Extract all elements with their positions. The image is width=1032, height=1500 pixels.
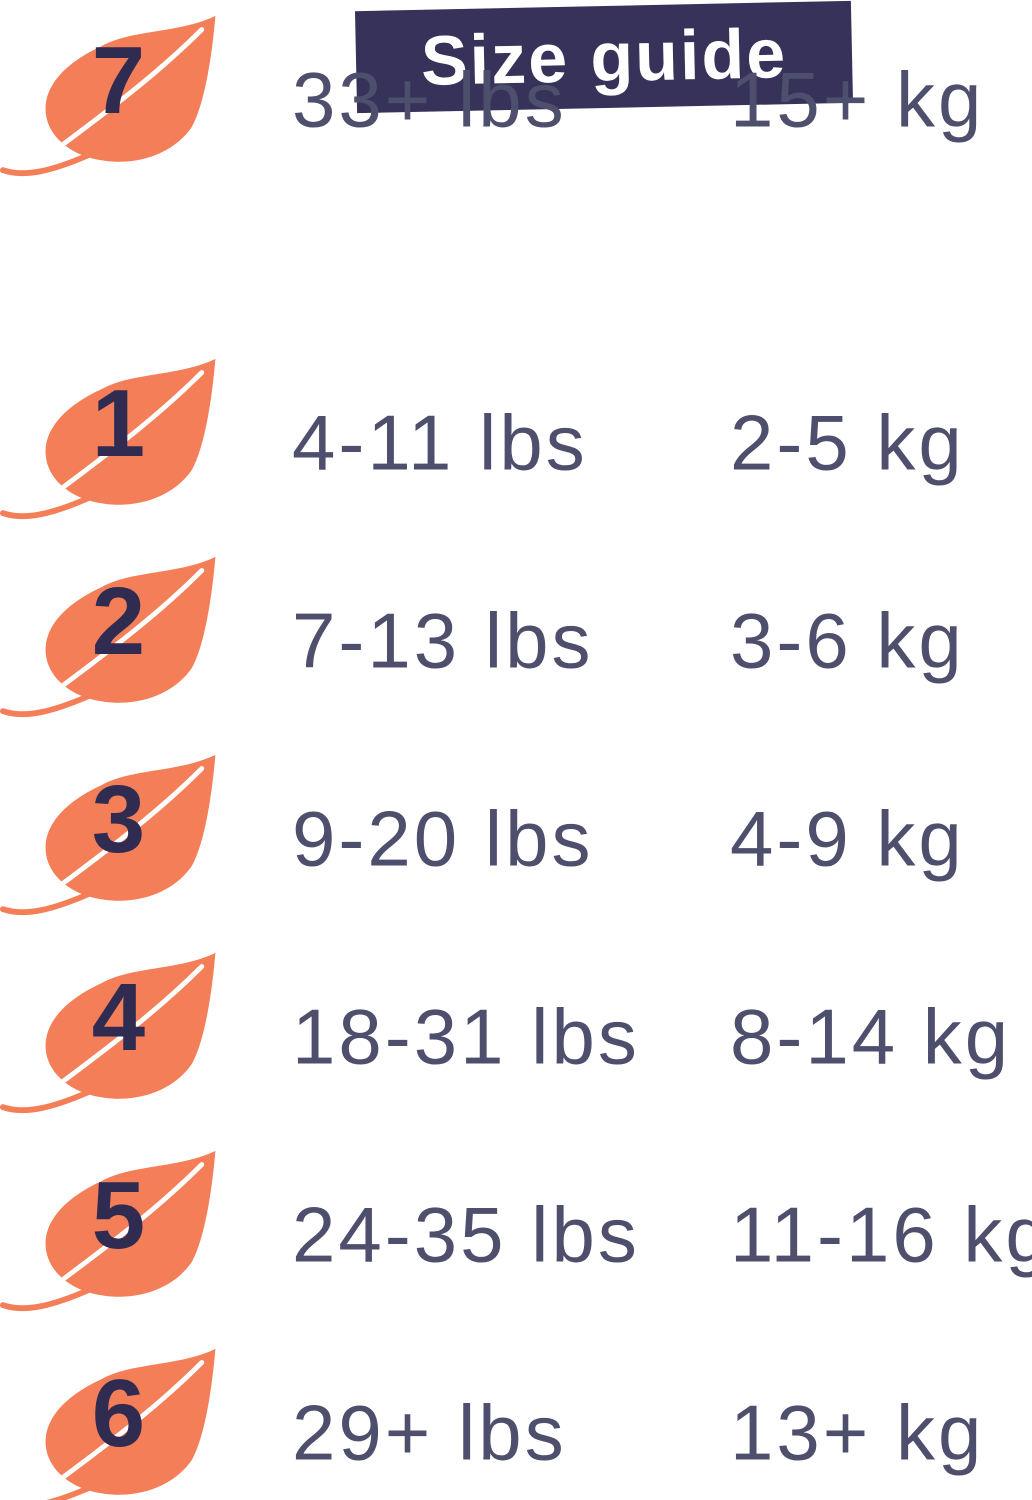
leaf-badge: 7 — [0, 12, 228, 177]
size-row-6: 6 29+ lbs 13+ kg — [0, 1333, 1032, 1500]
weight-lbs-value: 33+ lbs — [292, 55, 567, 144]
weight-kg-value: 13+ kg — [730, 1388, 985, 1477]
size-row-7: 7 33+ lbs 15+ kg — [0, 0, 1032, 200]
leaf-badge: 5 — [0, 1147, 228, 1312]
leaf-badge: 3 — [0, 751, 228, 916]
leaf-badge: 4 — [0, 949, 228, 1114]
leaf-size-number: 4 — [91, 964, 146, 1072]
weight-kg-value: 11-16 kg — [730, 1190, 1032, 1279]
weight-kg-value: 8-14 kg — [730, 992, 1012, 1081]
weight-lbs-value: 4-11 lbs — [292, 398, 588, 487]
weight-lbs-value: 24-35 lbs — [292, 1190, 640, 1279]
leaf-size-number: 5 — [91, 1162, 146, 1270]
size-row-1: 1 4-11 lbs 2-5 kg — [0, 343, 1032, 543]
leaf-size-number: 7 — [91, 27, 146, 135]
weight-lbs-value: 29+ lbs — [292, 1388, 567, 1477]
weight-kg-value: 3-6 kg — [730, 596, 965, 685]
weight-kg-value: 2-5 kg — [730, 398, 965, 487]
size-row-4: 4 18-31 lbs 8-14 kg — [0, 937, 1032, 1137]
size-row-3: 3 9-20 lbs 4-9 kg — [0, 739, 1032, 939]
size-row-2: 2 7-13 lbs 3-6 kg — [0, 541, 1032, 741]
leaf-size-number: 1 — [91, 370, 146, 478]
weight-kg-value: 15+ kg — [730, 55, 985, 144]
size-row-5: 5 24-35 lbs 11-16 kg — [0, 1135, 1032, 1335]
weight-lbs-value: 9-20 lbs — [292, 794, 594, 883]
leaf-badge: 2 — [0, 553, 228, 718]
weight-lbs-value: 7-13 lbs — [292, 596, 594, 685]
leaf-badge: 1 — [0, 355, 228, 520]
leaf-size-number: 6 — [91, 1360, 146, 1468]
weight-kg-value: 4-9 kg — [730, 794, 965, 883]
weight-lbs-value: 18-31 lbs — [292, 992, 640, 1081]
leaf-badge: 6 — [0, 1345, 228, 1500]
leaf-size-number: 3 — [91, 766, 146, 874]
leaf-size-number: 2 — [91, 568, 146, 676]
